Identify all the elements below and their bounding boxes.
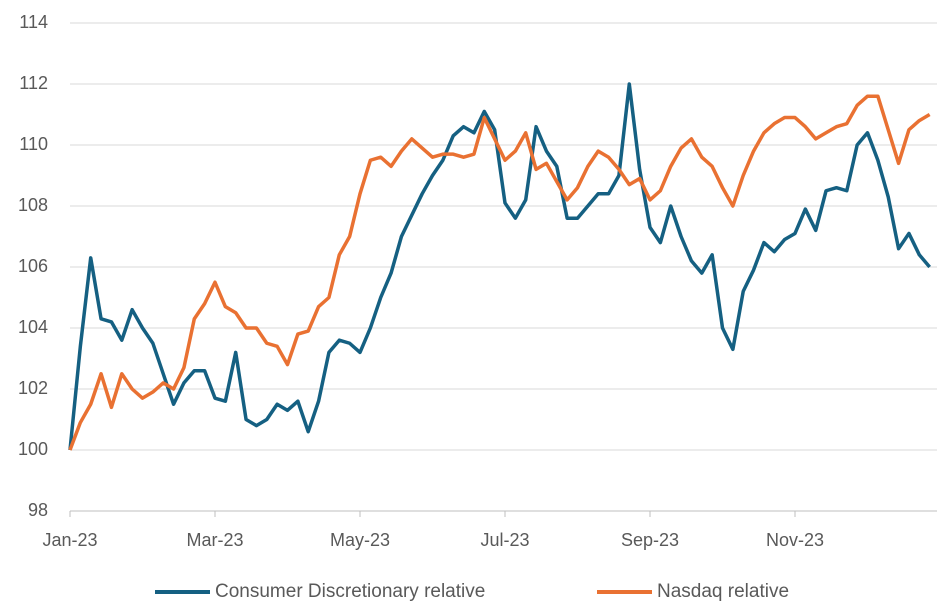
legend-label: Nasdaq relative	[657, 581, 789, 602]
series-line	[68, 94, 931, 451]
y-tick-label: 102	[18, 378, 48, 398]
y-tick-label: 98	[28, 500, 48, 520]
y-tick-label: 114	[19, 12, 48, 32]
x-tick-label: Jul-23	[480, 530, 529, 550]
legend-label: Consumer Discretionary relative	[215, 581, 485, 602]
x-tick-label: May-23	[330, 530, 390, 550]
y-tick-label: 110	[19, 134, 48, 154]
series-line	[68, 82, 931, 451]
y-tick-label: 112	[19, 73, 48, 93]
y-tick-label: 100	[18, 439, 48, 459]
x-tick-label: Jan-23	[42, 530, 97, 550]
y-tick-label: 104	[18, 317, 48, 337]
y-tick-label: 108	[18, 195, 48, 215]
x-tick-label: Nov-23	[766, 530, 824, 550]
y-tick-label: 106	[18, 256, 48, 276]
x-tick-label: Mar-23	[186, 530, 243, 550]
x-tick-label: Sep-23	[621, 530, 679, 550]
